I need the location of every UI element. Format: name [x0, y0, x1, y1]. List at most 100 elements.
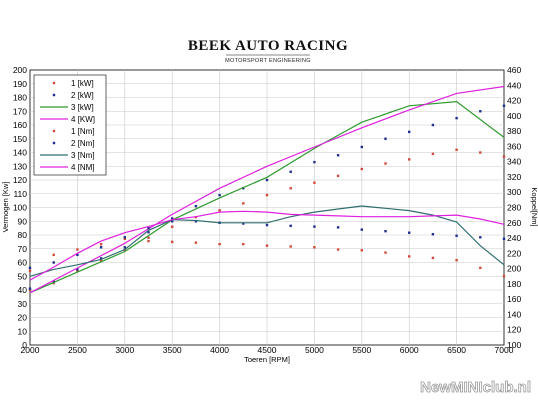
data-point [313, 160, 316, 164]
data-point [336, 226, 340, 229]
series-2 [28, 104, 506, 290]
data-point [147, 236, 150, 239]
series-line [29, 210, 505, 281]
data-point [502, 275, 506, 278]
series-line [29, 205, 505, 277]
data-point [194, 241, 198, 244]
y-right-tick-label: 420 [507, 96, 521, 106]
data-point [408, 130, 411, 134]
data-point [336, 154, 340, 157]
x-tick-label: 3000 [115, 345, 134, 355]
data-point [360, 167, 363, 171]
y-right-tick-label: 100 [507, 340, 521, 350]
y-right-axis-title: Koppel[Nm] [530, 187, 538, 226]
data-point [123, 246, 126, 249]
y-right-tick-label: 300 [507, 187, 521, 197]
legend-item: 1 [Nm] [52, 127, 95, 136]
data-point [408, 255, 411, 258]
legend-label: 3 [Nm] [71, 151, 95, 160]
y-right-tick-label: 440 [507, 80, 521, 90]
data-point [242, 242, 245, 246]
series-7 [29, 205, 505, 277]
y-right-tick-label: 380 [507, 126, 521, 136]
y-left-axis-title: Vermogen [Kw] [1, 182, 10, 233]
data-point [147, 239, 150, 243]
data-point [76, 253, 79, 257]
legend-label: 4 [NM] [71, 163, 95, 172]
data-point [289, 170, 292, 173]
right-axis: 100 120 140 160 180 200 220 240 260 280 300 320 340 3… [507, 65, 521, 350]
data-point [123, 237, 126, 241]
legend-item: 3 [kW] [40, 103, 94, 112]
x-tick-label: 4500 [258, 345, 277, 355]
data-point [313, 225, 316, 228]
data-point [242, 222, 245, 225]
legend-label: 1 [Nm] [71, 127, 95, 136]
legend-swatch [52, 129, 56, 133]
data-point [502, 237, 506, 241]
data-point [360, 145, 363, 149]
data-point [408, 158, 411, 161]
legend-swatch [52, 93, 56, 97]
y-right-tick-label: 220 [507, 248, 521, 258]
x-axis-title: Toeren [RPM] [244, 355, 290, 364]
data-point [99, 242, 103, 246]
brand-name: BEEK AUTO RACING [188, 38, 348, 54]
x-tick-label: 6500 [447, 345, 466, 355]
x-tick-label: 2500 [68, 345, 87, 355]
y-right-tick-label: 320 [507, 172, 521, 182]
data-point [313, 246, 316, 249]
data-point [265, 193, 269, 197]
y-left-tick-label: 0 [22, 340, 27, 350]
data-point [147, 226, 150, 230]
y-right-tick-label: 400 [507, 111, 521, 121]
y-left-tick-label: 180 [13, 93, 27, 103]
series-4 [29, 85, 505, 294]
series-line [29, 85, 505, 294]
data-point [336, 174, 340, 178]
data-point [431, 233, 435, 236]
data-point [265, 223, 269, 227]
y-left-tick-label: 160 [13, 120, 27, 130]
y-left-tick-label: 60 [18, 258, 28, 268]
data-point [194, 204, 198, 208]
data-point [336, 248, 340, 251]
legend-label: 2 [Nm] [71, 139, 95, 148]
y-right-tick-label: 140 [507, 309, 521, 319]
y-left-tick-label: 90 [18, 216, 28, 226]
data-point [384, 162, 387, 165]
data-point [455, 116, 458, 120]
x-axis: 2000 2500 3000 3500 4000 4500 5000 5500 6000 6500… [21, 345, 514, 355]
x-tick-label: 6000 [400, 345, 419, 355]
data-point [384, 229, 387, 233]
legend-label: 2 [kW] [71, 91, 94, 100]
data-point [76, 269, 79, 272]
data-point [194, 220, 198, 223]
watermark: NewMINIclub.nl [420, 379, 531, 396]
data-point [218, 193, 221, 197]
legend-label: 1 [kW] [71, 79, 94, 88]
left-axis: 0 10 20 30 40 50 60 70 80 90 100 110 120 130 140 150 160… [13, 65, 27, 350]
data-point [360, 228, 363, 231]
y-right-tick-label: 180 [507, 279, 521, 289]
y-right-tick-label: 280 [507, 203, 521, 213]
data-point [28, 287, 32, 290]
y-right-tick-label: 200 [507, 264, 521, 274]
data-point [76, 248, 79, 251]
series-8 [29, 210, 505, 281]
data-point [408, 231, 411, 234]
legend-label: 4 [KW] [71, 115, 95, 124]
data-point [123, 236, 126, 239]
y-right-tick-label: 340 [507, 157, 521, 167]
data-point [479, 110, 482, 113]
x-tick-label: 2000 [21, 345, 40, 355]
y-left-tick-label: 190 [13, 79, 27, 89]
legend-swatch [52, 81, 56, 85]
y-left-tick-label: 80 [18, 230, 28, 240]
data-point [171, 240, 174, 244]
data-point [28, 269, 32, 273]
brand-tagline: MOTORSPORT ENGINEERING [225, 58, 311, 64]
x-tick-label: 5000 [305, 345, 324, 355]
data-point [431, 123, 435, 127]
data-point [218, 242, 221, 246]
